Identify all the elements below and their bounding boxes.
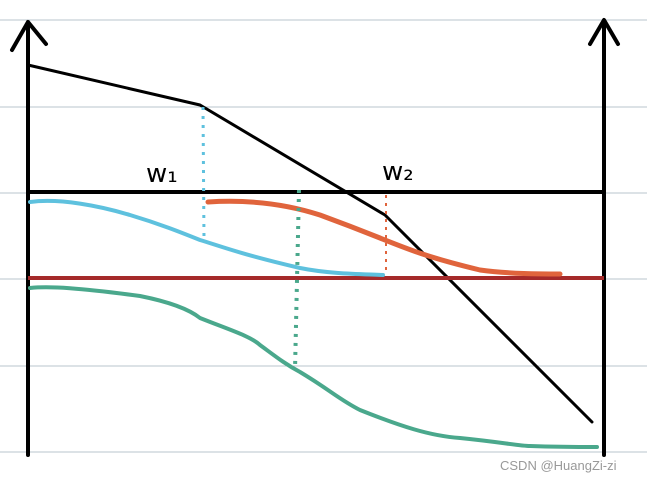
asymptote: [26, 63, 594, 424]
w1-label: w₁: [146, 159, 178, 189]
watermark: CSDN @HuangZi-zi: [500, 458, 617, 473]
right-axis: [588, 18, 620, 457]
w1-marker: [201, 106, 206, 241]
crossover-marker: [293, 189, 301, 371]
left-axis: [10, 20, 48, 457]
orange-curve: [205, 198, 563, 277]
blue-curve: [28, 198, 385, 277]
green-curve: [28, 285, 599, 449]
w2-label: w₂: [382, 157, 414, 187]
